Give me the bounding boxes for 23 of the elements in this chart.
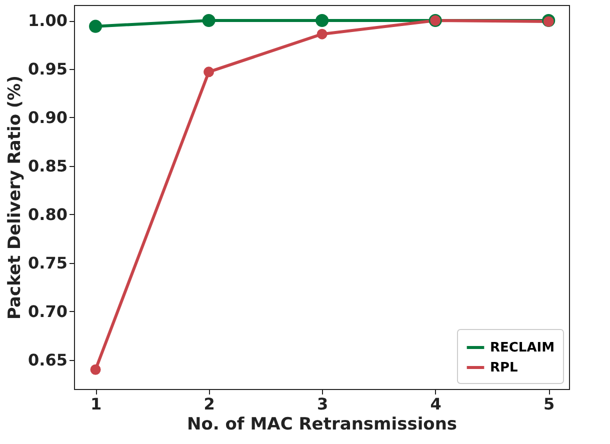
x-tick-label: 3 (316, 394, 328, 414)
y-axis-title: Packet Delivery Ratio (%) (5, 76, 26, 320)
x-tick-label: 1 (90, 394, 102, 414)
x-axis-title: No. of MAC Retransmissions (186, 414, 458, 434)
y-tick-label: 0.65 (28, 350, 68, 370)
point (89, 20, 102, 33)
y-tick-label: 0.85 (28, 156, 68, 176)
point (316, 14, 329, 28)
point (90, 364, 101, 375)
y-tick-label: 0.95 (28, 60, 68, 78)
legend-label: RECLAIM (490, 340, 555, 356)
point (316, 28, 328, 40)
y-tick-label: 0.90 (28, 108, 68, 127)
point (202, 14, 216, 28)
legend-label: RPL (490, 360, 518, 376)
y-tick-label: 0.70 (28, 302, 68, 321)
point (204, 66, 214, 78)
x-tick-label: 4 (430, 394, 442, 414)
x-tick-label: 2 (204, 394, 215, 414)
y-tick-label: 0.80 (28, 204, 68, 224)
x-tick-label: 5 (544, 394, 555, 414)
y-tick-label: 0.75 (28, 253, 68, 272)
y-tick-label: 1.00 (28, 11, 68, 30)
